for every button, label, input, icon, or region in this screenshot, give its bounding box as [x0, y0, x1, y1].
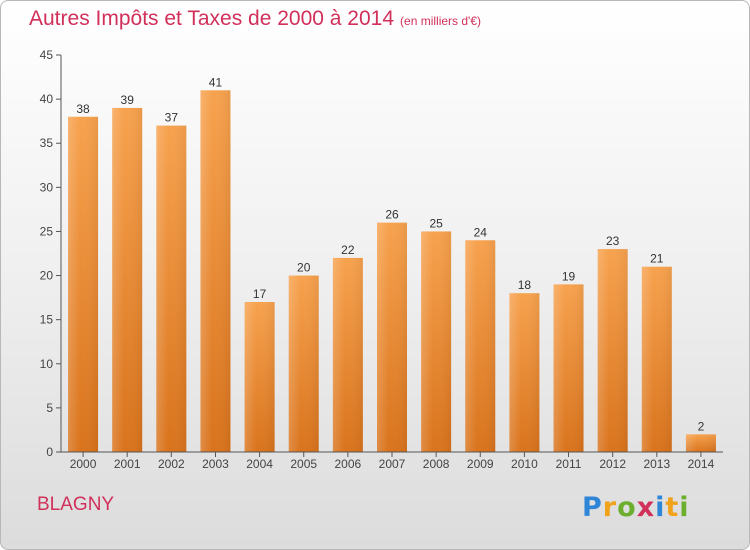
x-tick-label: 2009: [467, 457, 494, 471]
svg-text:Proxiti: Proxiti: [582, 492, 690, 523]
data-label: 18: [518, 278, 532, 292]
data-label: 22: [341, 243, 355, 257]
y-tick-label: 5: [46, 401, 53, 415]
bars: 38 39 37 41 17 20 22 26 25 24 18 19 23 21 2: [68, 75, 716, 453]
bar-shading: [685, 434, 716, 452]
y-tick-label: 30: [40, 180, 54, 194]
x-tick-label: 2007: [379, 457, 406, 471]
y-axis: 0 5 10 15 20 25 30 35 40 45: [40, 48, 62, 459]
bar-shading: [553, 284, 584, 452]
y-tick-label: 0: [46, 445, 53, 459]
y-tick-label: 15: [40, 313, 54, 327]
bar-shading: [332, 257, 363, 452]
x-tick-label: 2001: [114, 457, 141, 471]
data-label: 41: [209, 75, 223, 89]
y-tick-label: 40: [40, 92, 54, 106]
bar-shading: [465, 240, 496, 452]
bar-shading: [641, 266, 672, 452]
bar-shading: [288, 275, 319, 452]
x-tick-label: 2004: [246, 457, 273, 471]
x-tick-label: 2005: [290, 457, 317, 471]
chart-title-text: Autres Impôts et Taxes de 2000 à 2014: [29, 7, 395, 30]
x-tick-label: 2003: [202, 457, 229, 471]
x-tick-label: 2011: [556, 457, 582, 471]
data-label: 23: [606, 234, 620, 248]
data-label: 26: [385, 208, 399, 222]
y-tick-label: 45: [40, 48, 54, 62]
chart-unit-note: (en milliers d'€): [400, 14, 482, 28]
bar-shading: [244, 302, 275, 452]
bar-shading: [509, 293, 540, 452]
data-label: 20: [297, 261, 311, 275]
y-tick-label: 10: [40, 357, 54, 371]
x-axis: 2000 2001 2002 2003 2004 2005 2006 2007 2008 2009…: [61, 451, 723, 471]
bar-shading: [421, 231, 452, 452]
town-name: BLAGNY: [37, 494, 115, 515]
data-label: 2: [698, 419, 705, 433]
data-label: 19: [562, 269, 576, 283]
y-tick-label: 25: [40, 224, 54, 238]
data-label: 25: [429, 216, 443, 230]
x-tick-label: 2014: [688, 457, 715, 471]
x-tick-label: 2010: [511, 457, 538, 471]
data-label: 17: [253, 287, 267, 301]
proxiti-logo: Proxiti: [582, 492, 690, 523]
y-tick-label: 35: [40, 136, 54, 150]
x-tick-label: 2000: [70, 457, 97, 471]
data-label: 21: [650, 252, 664, 266]
data-label: 39: [121, 93, 135, 107]
data-label: 24: [474, 225, 488, 239]
x-tick-label: 2006: [335, 457, 362, 471]
bar-shading: [156, 125, 187, 453]
data-label: 38: [76, 102, 90, 116]
bar-shading: [597, 249, 628, 452]
bar-shading: [68, 116, 99, 452]
bar-shading: [112, 107, 143, 452]
x-tick-label: 2012: [599, 457, 626, 471]
x-tick-label: 2002: [158, 457, 185, 471]
bar-shading: [377, 222, 407, 452]
x-tick-label: 2008: [423, 457, 450, 471]
x-tick-label: 2013: [643, 457, 670, 471]
y-tick-label: 20: [40, 269, 54, 283]
data-label: 37: [165, 111, 179, 125]
chart-title: Autres Impôts et Taxes de 2000 à 2014 (en…: [29, 7, 481, 31]
bar-shading: [200, 90, 231, 453]
